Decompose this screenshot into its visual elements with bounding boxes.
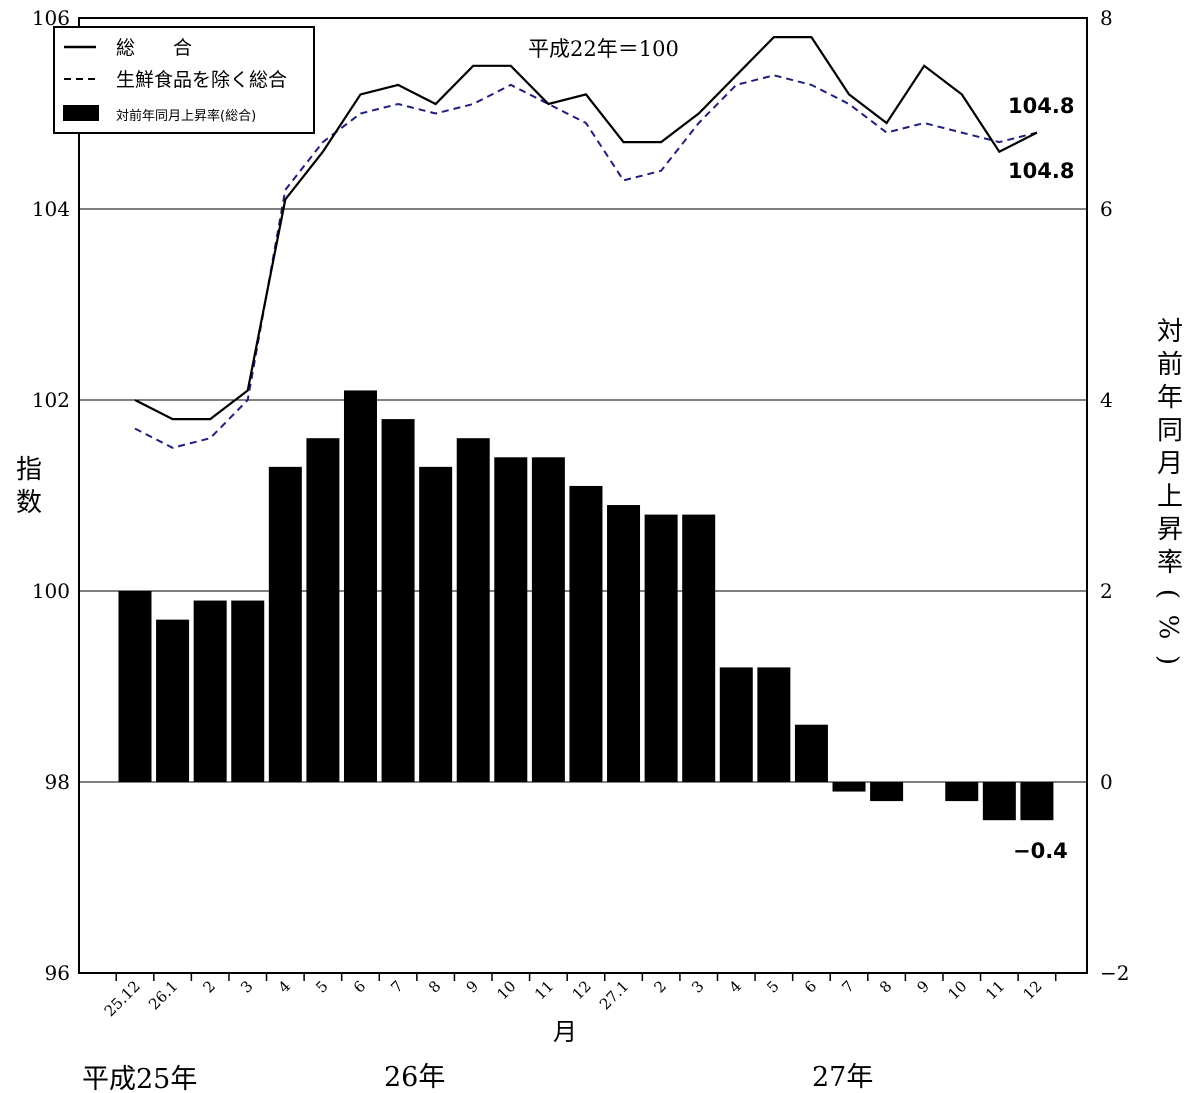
right-axis-ticks: −2 0 2 4 6 8 [1100, 6, 1129, 985]
right-axis-label-char: 上 [1157, 482, 1183, 512]
legend-label-total: 総 合 [116, 37, 192, 59]
bar [419, 466, 453, 782]
bar [456, 438, 490, 782]
x-tick-label: 26.1 [145, 977, 181, 1013]
bar [832, 782, 866, 792]
right-tick-label: 0 [1100, 770, 1113, 794]
left-tick-label: 100 [32, 579, 70, 603]
right-tick-label: 4 [1100, 388, 1113, 412]
legend-label-excl-fresh: 生鮮食品を除く総合 [116, 69, 287, 91]
x-tick-label: 27.1 [596, 977, 632, 1013]
x-axis-ticks: 25.12 26.1 2 3 4 5 6 7 8 9 10 11 12 27.1 2 3 4 5 6 7 8 9 10 11 1… [101, 973, 1057, 1020]
right-axis-label-char: ) [1153, 655, 1183, 665]
x-tick-label: 5 [312, 977, 331, 996]
x-tick-label: 8 [876, 977, 895, 996]
right-axis-label-char: 昇 [1157, 515, 1183, 545]
line-excl-fresh [134, 74, 1038, 449]
left-tick-label: 104 [32, 197, 70, 221]
x-tick-label: 2 [650, 977, 669, 996]
bar [794, 724, 828, 782]
x-tick-label: 3 [688, 977, 707, 996]
right-axis-label-char: 対 [1157, 317, 1183, 347]
base-note: 平成22年＝100 [528, 37, 679, 61]
left-tick-label: 96 [45, 961, 70, 985]
left-axis-label-char: 指 [16, 455, 42, 485]
bar [1020, 782, 1054, 821]
bar [870, 782, 904, 802]
bar [945, 782, 979, 802]
year-label-25: 平成25年 [82, 1064, 197, 1093]
bar [531, 457, 565, 782]
legend-label-yoy: 対前年同月上昇率(総合) [116, 108, 256, 124]
right-axis-label-char: ( [1153, 589, 1183, 599]
x-axis-label: 月 [553, 1018, 577, 1046]
line-series [134, 35, 1038, 449]
right-axis-label: 対前年同月上昇率 (%) [1153, 317, 1183, 665]
legend-bar-swatch [63, 105, 99, 121]
bar [982, 782, 1016, 821]
bar [682, 514, 716, 782]
bar [193, 600, 227, 782]
right-axis-label-char: 前 [1157, 350, 1183, 380]
bar [569, 485, 603, 782]
annotation-bar-last: −0.4 [1013, 839, 1068, 863]
right-axis-label-char: 月 [1157, 449, 1183, 479]
bar [156, 619, 190, 782]
x-tick-label: 4 [275, 977, 294, 996]
right-tick-label: 6 [1100, 197, 1113, 221]
x-tick-label: 4 [726, 977, 745, 996]
x-tick-label: 7 [838, 977, 857, 996]
x-tick-label: 5 [763, 977, 782, 996]
x-tick-label: 8 [425, 977, 444, 996]
x-tick-label: 3 [237, 977, 256, 996]
bar [231, 600, 265, 782]
x-tick-label: 9 [463, 977, 482, 996]
left-axis-label: 指数 [16, 455, 42, 518]
bar [118, 591, 152, 782]
bar [268, 466, 302, 782]
right-axis-label-char: 年 [1157, 383, 1183, 413]
x-tick-label: 2 [200, 977, 219, 996]
right-tick-label: 8 [1100, 6, 1113, 30]
bar-series [118, 390, 1054, 821]
right-tick-label: −2 [1100, 961, 1129, 985]
bar [381, 419, 415, 782]
bar [306, 438, 340, 782]
left-axis-label-char: 数 [16, 488, 42, 518]
bar [607, 505, 641, 782]
right-axis-label-char: 同 [1157, 416, 1183, 446]
x-tick-label: 12 [569, 977, 595, 1003]
bar [494, 457, 528, 782]
bar [757, 667, 791, 782]
bar [644, 514, 678, 782]
year-label-27: 27年 [812, 1062, 873, 1093]
left-tick-label: 102 [32, 388, 70, 412]
x-tick-label: 7 [387, 977, 406, 996]
right-tick-label: 2 [1100, 579, 1113, 603]
x-tick-label: 11 [982, 977, 1008, 1003]
chart-labels: 平成22年＝100 平成25年 26年 27年 月 104.8 104.8 −0… [82, 37, 1074, 1093]
plot-frame [78, 17, 1088, 974]
line-total [134, 35, 1038, 421]
x-tick-label: 12 [1020, 977, 1046, 1003]
right-axis-label-char: % [1153, 615, 1183, 640]
bar [719, 667, 753, 782]
x-tick-label: 10 [493, 977, 519, 1003]
annotation-line2-last: 104.8 [1008, 159, 1074, 183]
annotation-line1-last: 104.8 [1008, 94, 1074, 118]
x-tick-label: 6 [350, 977, 369, 996]
x-tick-label: 10 [944, 977, 970, 1003]
x-tick-label: 11 [531, 977, 557, 1003]
right-axis-label-char: 率 [1157, 548, 1183, 578]
x-tick-label: 6 [801, 977, 820, 996]
year-label-26: 26年 [384, 1062, 445, 1093]
x-tick-label: 25.12 [101, 977, 144, 1020]
legend: 総 合 生鮮食品を除く総合 対前年同月上昇率(総合) [53, 26, 315, 134]
left-tick-label: 98 [45, 770, 70, 794]
x-tick-label: 9 [914, 977, 933, 996]
bar [343, 390, 377, 782]
